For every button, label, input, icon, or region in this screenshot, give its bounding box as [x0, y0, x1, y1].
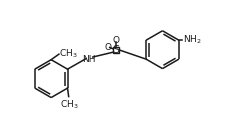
Text: CH$_3$: CH$_3$ — [59, 98, 78, 111]
Text: NH$_2$: NH$_2$ — [183, 34, 201, 46]
Text: O: O — [104, 43, 111, 52]
Text: NH: NH — [82, 55, 96, 64]
Text: S: S — [112, 45, 119, 55]
Text: CH$_3$: CH$_3$ — [59, 47, 78, 60]
FancyBboxPatch shape — [113, 47, 119, 53]
Text: O: O — [112, 36, 119, 45]
